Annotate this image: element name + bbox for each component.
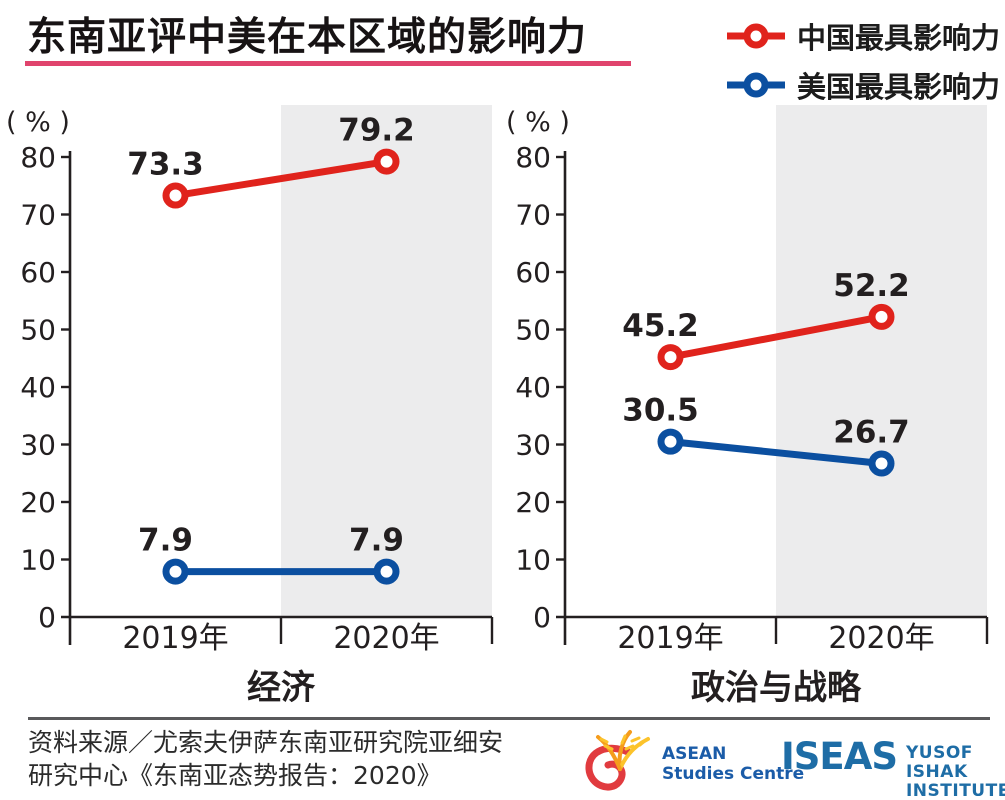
value-label: 7.9	[349, 523, 404, 559]
series-line	[669, 313, 883, 361]
y-tick-label: 60	[20, 256, 56, 289]
y-tick-label: 0	[38, 601, 56, 634]
y-tick-label: 20	[515, 486, 551, 519]
y-tick-label: 70	[515, 199, 551, 232]
asean-logo-line2: Studies Centre	[662, 764, 805, 785]
source-line-2: 研究中心《东南亚态势报告：2020》	[28, 761, 442, 790]
y-axis-unit-label: ( % )	[506, 107, 570, 138]
iseas-logo-text: YUSOF ISHAK INSTITUTE	[905, 743, 1005, 800]
legend-label-china: 中国最具影响力	[796, 21, 1000, 55]
panel-title: 经济	[247, 668, 316, 708]
y-tick-label: 70	[20, 199, 56, 232]
y-tick-label: 80	[20, 141, 56, 174]
series-line	[174, 158, 388, 199]
source-attribution: 资料来源／尤索夫伊萨东南亚研究院亚细安 研究中心《东南亚态势报告：2020》	[28, 726, 503, 792]
y-tick-label: 0	[533, 601, 551, 634]
legend-label-usa: 美国最具影响力	[796, 70, 1000, 104]
y-tick-label: 60	[515, 256, 551, 289]
y-tick-label: 50	[20, 314, 56, 347]
data-point	[162, 558, 189, 585]
highlight-band-2020	[281, 105, 492, 617]
source-line-1: 资料来源／尤索夫伊萨东南亚研究院亚细安	[28, 728, 504, 757]
chart-legend: 中国最具影响力 美国最具影响力	[724, 15, 1000, 106]
asean-studies-centre-logo: ASEAN Studies Centre	[582, 727, 804, 797]
data-point	[868, 450, 895, 477]
x-category-label: 2019年	[617, 621, 723, 656]
title-underline	[25, 61, 631, 66]
y-tick-label: 30	[515, 429, 551, 462]
footer-divider	[28, 717, 990, 720]
data-point	[657, 428, 684, 455]
value-label: 52.2	[833, 268, 910, 304]
highlight-band-2020	[776, 105, 987, 617]
data-point	[373, 558, 400, 585]
value-label: 30.5	[622, 393, 699, 429]
y-tick-label: 30	[20, 429, 56, 462]
legend-item-china: 中国最具影响力	[724, 15, 1000, 57]
value-label: 45.2	[622, 308, 699, 344]
legend-item-usa: 美国最具影响力	[724, 64, 1000, 106]
iseas-wordmark: ISEAS	[781, 735, 898, 778]
y-tick-label: 80	[515, 141, 551, 174]
china-line-marker-icon	[726, 23, 785, 49]
value-label: 73.3	[127, 147, 204, 183]
value-label: 79.2	[338, 113, 415, 149]
series-line	[670, 438, 882, 467]
y-tick-label: 40	[20, 371, 56, 404]
y-axis-unit-label: ( % )	[6, 107, 70, 138]
y-tick-label: 10	[515, 544, 551, 577]
iseas-logo-line2: INSTITUTE	[905, 781, 1005, 800]
value-label: 7.9	[138, 523, 193, 559]
asean-logo-text: ASEAN Studies Centre	[662, 744, 804, 784]
page-title: 东南亚评中美在本区域的影响力	[27, 15, 588, 60]
iseas-yusof-ishak-logo: ISEAS YUSOF ISHAK INSTITUTE	[781, 735, 1005, 800]
data-point	[373, 148, 400, 175]
y-tick-label: 10	[20, 544, 56, 577]
y-tick-label: 50	[515, 314, 551, 347]
value-label: 26.7	[833, 414, 910, 450]
y-tick-label: 20	[20, 486, 56, 519]
y-tick-label: 40	[515, 371, 551, 404]
asean-rice-stalk-icon	[585, 730, 650, 791]
x-category-label: 2020年	[333, 621, 439, 656]
asean-logo-line1: ASEAN	[662, 744, 727, 764]
panel-title: 政治与战略	[691, 668, 862, 708]
data-point	[657, 344, 684, 371]
iseas-logo-line1: YUSOF ISHAK	[905, 743, 973, 783]
data-point	[868, 303, 895, 330]
x-category-label: 2020年	[828, 621, 934, 656]
x-category-label: 2019年	[122, 621, 228, 656]
usa-line-marker-icon	[726, 72, 785, 98]
data-point	[162, 182, 189, 209]
